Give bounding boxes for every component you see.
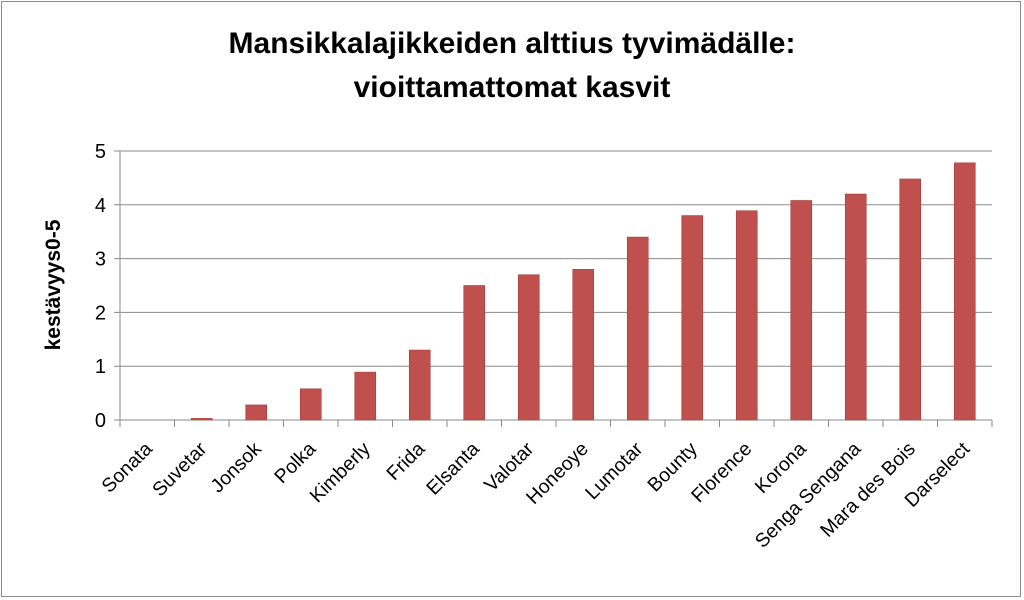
y-axis-label: kestävyys0-5 — [42, 219, 65, 350]
x-tick-label: Suvetar — [148, 438, 211, 501]
bar-suvetar — [190, 418, 213, 421]
bar-polka — [299, 388, 322, 421]
bar-lumotar — [626, 236, 649, 421]
bar-honeoye — [572, 269, 595, 421]
bar-valotar — [517, 274, 540, 421]
bar-kimberly — [354, 371, 377, 421]
x-tick-label: Jonsok — [207, 438, 266, 497]
y-tick-label: 5 — [95, 141, 106, 163]
x-tick-label: Polka — [270, 438, 320, 488]
bar-jonsok — [245, 404, 268, 421]
x-tick-label: Kimberly — [306, 438, 375, 507]
x-tick-label: Frida — [382, 438, 429, 485]
y-tick-label: 2 — [95, 302, 106, 324]
bar-florence — [735, 210, 758, 421]
x-tick-label: Florence — [687, 438, 756, 507]
x-tick-label: Mara des Bois — [816, 438, 920, 542]
y-tick-label: 4 — [95, 195, 106, 217]
bar-frida — [408, 349, 431, 421]
bar-senga-sengana — [844, 193, 867, 421]
x-tick-label: Elsanta — [422, 438, 484, 500]
y-tick-label: 1 — [95, 356, 106, 378]
bar-korona — [790, 200, 813, 421]
bar-darselect — [953, 162, 976, 421]
chart-title-line-2: vioittamattomat kasvit — [353, 71, 671, 104]
x-tick-label: Lumotar — [581, 438, 647, 504]
bar-bounty — [681, 215, 704, 421]
chart-title: Mansikkalajikkeiden alttius tyvimädälle:… — [0, 22, 1024, 110]
bar-elsanta — [463, 285, 486, 421]
bar-mara-des-bois — [899, 178, 922, 421]
x-tick-label: Sonata — [98, 438, 157, 497]
bars — [190, 162, 976, 421]
y-tick-labels: 0 1 2 3 4 5 — [95, 141, 106, 432]
y-tick-label: 0 — [95, 410, 106, 432]
y-tick-label: 3 — [95, 249, 106, 271]
chart-title-line-1: Mansikkalajikkeiden alttius tyvimädälle: — [228, 27, 796, 60]
